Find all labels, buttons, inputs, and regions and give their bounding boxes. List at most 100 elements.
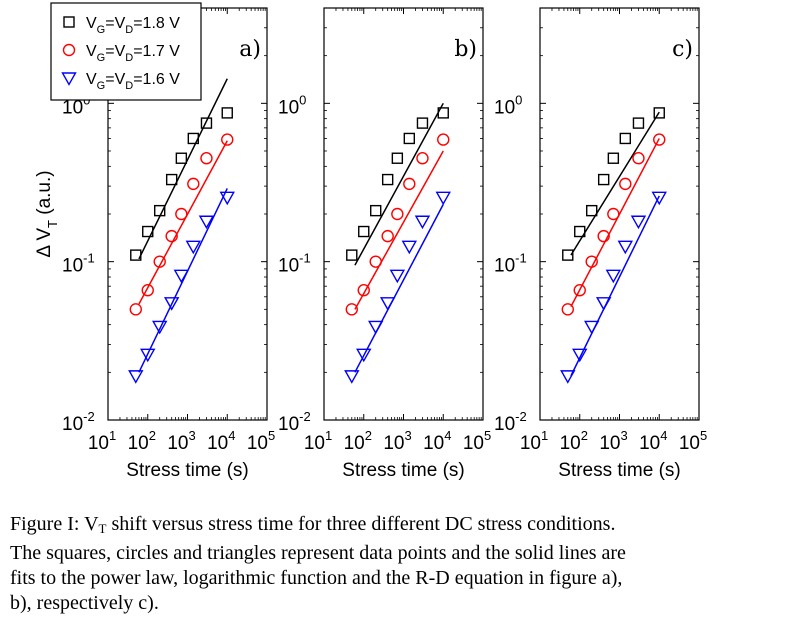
- data-point: [185, 240, 202, 255]
- data-point: [416, 117, 429, 129]
- data-point: [381, 173, 394, 186]
- data-point: [344, 370, 360, 384]
- x-tick-label: 101: [88, 428, 116, 454]
- x-tick-label: 103: [167, 428, 195, 454]
- series-3: [560, 191, 667, 384]
- y-axis-label: Δ VT (a.u.): [34, 170, 60, 257]
- y-tick-label: 10-2: [62, 409, 95, 435]
- data-point: [572, 348, 588, 363]
- x-tick-label: 103: [383, 428, 411, 454]
- data-point: [391, 152, 404, 164]
- data-point: [560, 370, 576, 384]
- y-tick-label: 100: [494, 92, 522, 118]
- y-tick-label: 10-2: [278, 409, 311, 435]
- x-tick-label: 102: [128, 428, 156, 454]
- legend-marker: [63, 16, 75, 28]
- legend-label: VG=VD=1.8 V: [86, 15, 180, 36]
- data-point: [401, 240, 418, 255]
- x-axis-label: Stress time (s): [342, 460, 464, 481]
- x-axis-label: Stress time (s): [126, 460, 248, 481]
- data-point: [632, 117, 645, 129]
- caption-subscript: T: [98, 521, 107, 536]
- data-point: [173, 269, 190, 284]
- data-point: [391, 207, 404, 221]
- x-axis-label: Stress time (s): [558, 460, 680, 481]
- data-point: [632, 152, 645, 165]
- data-point: [198, 215, 215, 230]
- data-point: [597, 229, 610, 243]
- figure-caption: Figure I: VT shift versus stress time fo…: [10, 512, 780, 616]
- data-point: [163, 297, 180, 311]
- fit-line: [570, 138, 660, 307]
- data-point: [129, 303, 142, 316]
- data-point: [573, 284, 586, 297]
- x-tick-label: 101: [304, 428, 332, 454]
- data-point: [435, 191, 451, 206]
- fit-line: [138, 78, 228, 260]
- series-1: [562, 107, 665, 261]
- x-tick-label: 102: [344, 428, 372, 454]
- data-point: [175, 207, 188, 221]
- data-point: [619, 132, 632, 145]
- data-point: [200, 152, 213, 165]
- data-point: [369, 255, 382, 268]
- data-point: [346, 249, 358, 261]
- x-tick-label: 103: [599, 428, 627, 454]
- data-point: [379, 297, 396, 311]
- x-tick-label: 105: [247, 428, 275, 454]
- caption-line-1-end: shift versus stress time for three diffe…: [106, 513, 616, 535]
- data-point: [630, 215, 647, 230]
- data-point: [437, 107, 449, 119]
- data-point: [595, 297, 612, 311]
- data-point: [221, 133, 234, 146]
- data-point: [356, 348, 372, 363]
- data-point: [414, 215, 431, 230]
- series-1: [130, 78, 233, 261]
- data-point: [142, 225, 154, 238]
- fit-line: [138, 140, 228, 305]
- data-point: [165, 173, 178, 186]
- y-tick-label: 10-2: [494, 409, 527, 435]
- series-2: [129, 133, 234, 316]
- data-point: [437, 133, 450, 146]
- panel-label: a): [239, 37, 261, 62]
- data-point: [153, 255, 166, 268]
- x-tick-label: 102: [560, 428, 588, 454]
- series-2: [345, 133, 450, 316]
- data-point: [574, 225, 586, 238]
- data-point: [607, 152, 620, 164]
- series-3: [344, 191, 451, 384]
- fit-line: [354, 102, 444, 266]
- data-point: [597, 173, 610, 186]
- data-point: [152, 320, 168, 335]
- caption-line-1: Figure I: VT shift versus stress time fo…: [10, 512, 780, 541]
- fit-line: [354, 204, 444, 373]
- legend: VG=VD=1.8 V VG=VD=1.7 V VG=VD=1.6 V: [50, 2, 202, 101]
- data-point: [165, 229, 178, 243]
- series-2: [561, 133, 666, 316]
- caption-line-4: b), respectively c).: [10, 592, 159, 614]
- legend-box: [50, 2, 202, 101]
- data-point: [651, 191, 667, 206]
- panel-c: 101 102 103 104 105 10-2 10-1 100 c) Stress time …: [494, 7, 707, 481]
- data-point: [585, 255, 598, 268]
- data-point: [617, 240, 634, 255]
- fit-line: [570, 195, 660, 377]
- panel-label: c): [672, 37, 693, 62]
- data-point: [187, 132, 200, 145]
- data-point: [219, 191, 235, 206]
- data-point: [200, 117, 213, 129]
- data-point: [154, 204, 166, 217]
- data-point: [370, 204, 382, 217]
- y-tick-label: 10-1: [494, 251, 527, 277]
- data-point: [141, 284, 154, 297]
- fit-line: [354, 150, 444, 310]
- series-1: [346, 102, 449, 266]
- data-point: [403, 177, 416, 191]
- data-point: [561, 303, 574, 316]
- x-tick-label: 101: [520, 428, 548, 454]
- data-point: [607, 207, 620, 221]
- legend-label: VG=VD=1.7 V: [86, 43, 180, 64]
- data-point: [586, 204, 598, 217]
